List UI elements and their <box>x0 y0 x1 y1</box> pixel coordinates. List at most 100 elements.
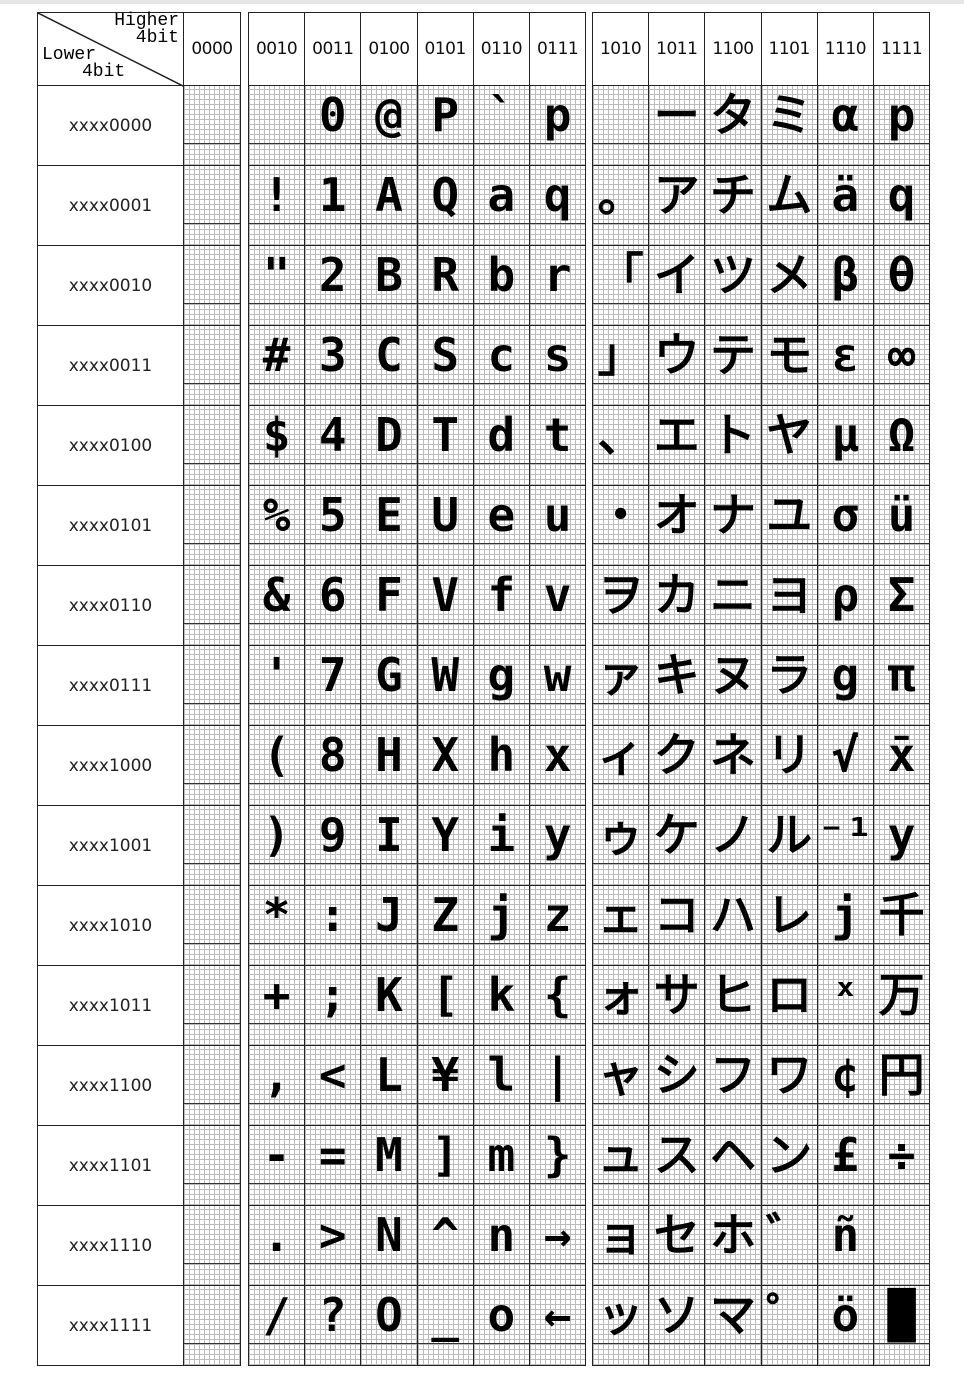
char-cell-0100-13: M <box>360 1125 418 1206</box>
char-glyph: B <box>375 247 403 302</box>
lower-4bit-label: Lower 4bit <box>42 46 125 81</box>
char-cell-0101-1: Q <box>416 165 474 246</box>
char-cell-1100-2: ツ <box>704 245 762 326</box>
char-glyph: ÷ <box>887 1127 916 1182</box>
char-glyph: s <box>543 327 572 382</box>
cell-divider <box>649 1183 705 1184</box>
cell-divider <box>184 303 240 304</box>
cell-divider <box>874 703 930 704</box>
char-cell-0000-12 <box>183 1045 241 1126</box>
char-glyph: ρ <box>831 567 860 622</box>
char-cell-1100-4: ト <box>704 405 762 486</box>
char-glyph: G <box>375 647 403 702</box>
cell-divider <box>530 1343 586 1344</box>
cell-divider <box>530 143 586 144</box>
char-glyph: ラ <box>766 647 813 702</box>
cell-divider <box>361 1103 417 1104</box>
cell-divider <box>817 943 873 944</box>
char-cell-0011-7: 7 <box>304 645 362 726</box>
char-cell-1111-6: Σ <box>873 565 931 646</box>
char-glyph: ッ <box>597 1287 644 1342</box>
char-cell-0100-4: D <box>360 405 418 486</box>
char-cell-1111-8: x̄ <box>873 725 931 806</box>
cell-divider <box>249 143 305 144</box>
char-cell-0101-13: ] <box>416 1125 474 1206</box>
cell-divider <box>473 783 529 784</box>
char-cell-1101-12: ワ <box>760 1045 818 1126</box>
char-glyph: ワ <box>766 1047 813 1102</box>
char-glyph: 。 <box>597 167 644 222</box>
char-cell-0100-11: K <box>360 965 418 1046</box>
cell-divider <box>705 383 761 384</box>
column-header-0100: 0100 <box>360 12 418 86</box>
char-cell-1100-1: チ <box>704 165 762 246</box>
char-glyph: ^ <box>431 1207 460 1262</box>
char-cell-1010-13: ュ <box>592 1125 650 1206</box>
char-cell-0010-6: & <box>248 565 306 646</box>
char-glyph: ・ <box>597 487 644 542</box>
cell-divider <box>649 143 705 144</box>
cell-divider <box>705 943 761 944</box>
char-glyph: W <box>431 647 460 702</box>
cell-divider <box>761 1343 817 1344</box>
char-cell-1010-7: ァ <box>592 645 650 726</box>
char-cell-1101-11: ロ <box>760 965 818 1046</box>
char-glyph: β <box>831 247 860 302</box>
cell-divider <box>649 223 705 224</box>
cell-divider <box>874 383 930 384</box>
char-glyph: w <box>543 647 572 702</box>
row-header-11: xxxx1011 <box>37 965 184 1046</box>
char-cell-0101-10: Z <box>416 885 474 966</box>
row-header-6: xxxx0110 <box>37 565 184 646</box>
char-cell-1100-10: ハ <box>704 885 762 966</box>
cell-divider <box>305 623 361 624</box>
char-glyph: 2 <box>318 247 347 302</box>
cell-divider <box>530 543 586 544</box>
char-glyph: 万 <box>878 967 925 1022</box>
char-glyph: ヲ <box>597 567 644 622</box>
char-glyph: ネ <box>709 727 756 782</box>
char-glyph: H <box>375 727 403 782</box>
char-cell-0111-10: z <box>529 885 587 966</box>
char-cell-0101-7: W <box>416 645 474 726</box>
char-cell-0000-2 <box>183 245 241 326</box>
char-cell-1101-1: ム <box>760 165 818 246</box>
char-cell-1011-5: オ <box>648 485 706 566</box>
char-glyph: 3 <box>318 327 347 382</box>
char-glyph: K <box>375 967 403 1022</box>
char-cell-1010-1: 。 <box>592 165 650 246</box>
cell-divider <box>705 863 761 864</box>
char-cell-1100-11: ヒ <box>704 965 762 1046</box>
char-cell-0101-4: T <box>416 405 474 486</box>
cell-divider <box>361 863 417 864</box>
cell-divider <box>305 703 361 704</box>
cell-divider <box>874 1023 930 1024</box>
char-cell-0110-5: e <box>472 485 530 566</box>
cell-divider <box>473 863 529 864</box>
char-cell-0010-4: $ <box>248 405 306 486</box>
cell-divider <box>184 223 240 224</box>
cell-divider <box>817 1183 873 1184</box>
cell-divider <box>305 463 361 464</box>
char-glyph: S <box>431 327 460 382</box>
char-glyph: ] <box>431 1127 460 1182</box>
char-cell-1101-0: ミ <box>760 85 818 166</box>
char-glyph: t <box>543 407 572 462</box>
char-cell-0011-10: : <box>304 885 362 966</box>
char-glyph: カ <box>653 567 700 622</box>
column-header-0101: 0101 <box>416 12 474 86</box>
cell-divider <box>249 783 305 784</box>
cell-divider <box>305 783 361 784</box>
char-glyph: ナ <box>709 487 756 542</box>
char-glyph: E <box>375 487 403 542</box>
cell-divider <box>761 383 817 384</box>
char-cell-0011-15: ? <box>304 1285 362 1366</box>
cell-divider <box>361 463 417 464</box>
char-glyph: ' <box>262 647 291 702</box>
cell-divider <box>817 623 873 624</box>
cell-divider <box>530 1103 586 1104</box>
char-cell-0011-0: 0 <box>304 85 362 166</box>
char-glyph: ヘ <box>709 1127 756 1182</box>
cell-divider <box>530 863 586 864</box>
char-glyph: キ <box>653 647 700 702</box>
